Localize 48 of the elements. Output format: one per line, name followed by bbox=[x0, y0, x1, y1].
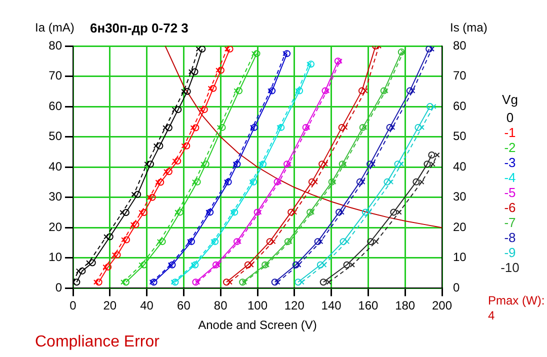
y2-tick-label: 40 bbox=[453, 159, 467, 174]
y2-tick-label: 60 bbox=[453, 98, 467, 113]
x-tick-label: 0 bbox=[70, 298, 77, 313]
text: -1 bbox=[503, 125, 517, 140]
legend-title: Vg bbox=[501, 92, 519, 107]
y2-axis-title: Is (ma) bbox=[450, 20, 488, 34]
text: -6 bbox=[503, 200, 517, 215]
y-tick-label: 60 bbox=[48, 98, 62, 113]
text: -10 bbox=[500, 260, 520, 275]
y2-tick-label: 20 bbox=[453, 220, 467, 234]
x-tick-label: 140 bbox=[321, 298, 342, 313]
y-tick-label: 50 bbox=[48, 129, 62, 144]
x-tick-label: 200 bbox=[432, 298, 452, 313]
text: 4 bbox=[488, 308, 495, 322]
text: 0 bbox=[505, 110, 515, 125]
text: -9 bbox=[503, 245, 517, 260]
x-tick-label: 100 bbox=[247, 298, 268, 313]
y-tick-label: 40 bbox=[48, 159, 62, 174]
text: -2 bbox=[503, 140, 517, 155]
x-tick-label: 180 bbox=[395, 298, 416, 313]
x-tick-label: 160 bbox=[358, 298, 379, 313]
x-tick-label: 20 bbox=[103, 298, 117, 313]
x-tick-label: 80 bbox=[214, 298, 228, 313]
y2-tick-label: 50 bbox=[453, 129, 467, 144]
y-axis-title: Ia (mA) bbox=[35, 20, 74, 34]
y2-tick-label: 0 bbox=[453, 280, 460, 295]
y-tick-label: 20 bbox=[48, 220, 62, 234]
text: -4 bbox=[503, 170, 517, 185]
y-tick-label: 70 bbox=[48, 68, 62, 83]
y2-tick-label: 10 bbox=[453, 250, 467, 264]
x-tick-label: 120 bbox=[284, 298, 305, 313]
x-tick-label: 60 bbox=[177, 298, 191, 313]
y-tick-label: 0 bbox=[55, 280, 62, 295]
y2-tick-label: 80 bbox=[453, 38, 467, 52]
text: -8 bbox=[503, 230, 517, 245]
text: Compliance Error bbox=[35, 333, 160, 350]
text: Pmax (W): bbox=[488, 293, 545, 308]
x-axis-title: Anode and Screen (V) bbox=[198, 318, 317, 332]
y-tick-label: 10 bbox=[48, 250, 62, 264]
y2-tick-label: 70 bbox=[453, 68, 467, 83]
text: -3 bbox=[503, 155, 517, 170]
y-tick-label: 30 bbox=[48, 190, 62, 204]
text: -5 bbox=[503, 185, 517, 200]
x-tick-label: 40 bbox=[140, 298, 154, 313]
y-tick-label: 80 bbox=[48, 38, 62, 52]
chart-title: 6н30п-др 0-72 3 bbox=[90, 20, 188, 36]
y2-tick-label: 30 bbox=[453, 190, 467, 204]
text: -7 bbox=[503, 215, 517, 230]
